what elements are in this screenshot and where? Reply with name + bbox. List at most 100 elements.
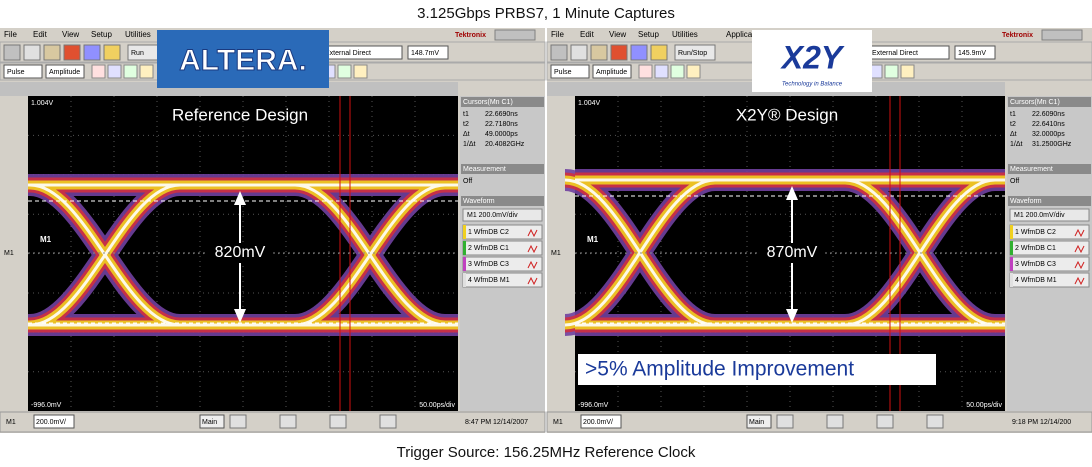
- channel-color: [463, 273, 466, 287]
- menu-item[interactable]: File: [4, 30, 17, 39]
- channel-color: [1010, 241, 1013, 255]
- status-channel: M1: [6, 419, 16, 426]
- window-buttons: [1042, 30, 1082, 40]
- status-icon[interactable]: [877, 415, 893, 428]
- menu-item[interactable]: Utilities: [672, 30, 698, 39]
- status-icon[interactable]: [827, 415, 843, 428]
- measurement-value: Off: [463, 178, 472, 185]
- status-icon[interactable]: [777, 415, 793, 428]
- menu-item[interactable]: Setup: [91, 30, 112, 39]
- menu-item[interactable]: View: [62, 30, 79, 39]
- scope-window: File Edit View Setup Utilities Applica Tektron…: [547, 28, 1092, 433]
- status-bar: [0, 412, 545, 432]
- waveform-name: 2 WfmDB C1: [468, 245, 509, 252]
- status-icon[interactable]: [330, 415, 346, 428]
- cursor-value: 31.2500GHz: [1032, 141, 1072, 148]
- waveform-name: 3 WfmDB C3: [468, 261, 509, 268]
- toolbar-icon[interactable]: [885, 65, 898, 78]
- toolbar-icon[interactable]: [571, 45, 587, 60]
- mode-label: Pulse: [554, 69, 572, 76]
- menu-item[interactable]: View: [609, 30, 626, 39]
- cursor-name: Δt: [1010, 131, 1017, 138]
- status-icon[interactable]: [380, 415, 396, 428]
- channel-color: [463, 257, 466, 271]
- status-icon[interactable]: [927, 415, 943, 428]
- menu-item[interactable]: Setup: [638, 30, 659, 39]
- section-title: Waveform: [1010, 198, 1042, 205]
- design-heading: Reference Design: [172, 105, 308, 124]
- toolbar-icon[interactable]: [338, 65, 351, 78]
- cursor-name: Δt: [463, 131, 470, 138]
- waveform-name: 4 WfmDB M1: [1015, 277, 1057, 284]
- toolbar-icon[interactable]: [611, 45, 627, 60]
- channel-color: [463, 241, 466, 255]
- status-icon[interactable]: [280, 415, 296, 428]
- mode-label: Amplitude: [596, 69, 627, 76]
- toolbar-icon[interactable]: [140, 65, 153, 78]
- channel-color: [1010, 225, 1013, 239]
- toolbar-icon[interactable]: [4, 45, 20, 60]
- top-voltage: 1.004V: [578, 100, 601, 107]
- channel-color: [1010, 257, 1013, 271]
- page-caption: Trigger Source: 156.25MHz Reference Cloc…: [397, 444, 696, 461]
- menu-item[interactable]: Edit: [33, 30, 48, 39]
- toolbar-icon[interactable]: [92, 65, 105, 78]
- toolbar-icon[interactable]: [671, 65, 684, 78]
- waveform-scale: M1 200.0mV/div: [467, 212, 518, 219]
- cursor-value: 49.0000ps: [485, 131, 518, 138]
- mode-label: Pulse: [7, 69, 25, 76]
- bottom-voltage: -996.0mV: [578, 402, 609, 409]
- bottom-voltage: -996.0mV: [31, 402, 62, 409]
- cursor-value: 22.6090ns: [1032, 111, 1065, 118]
- cursor-name: t2: [463, 121, 469, 128]
- status-time: 9:18 PM 12/14/200: [1012, 419, 1071, 426]
- note: >5% Amplitude Improvement: [585, 358, 854, 381]
- menu-item[interactable]: Utilities: [125, 30, 151, 39]
- amplitude-value: 820mV: [215, 244, 266, 261]
- toolbar-icon[interactable]: [108, 65, 121, 78]
- trigger-level: 145.9mV: [958, 50, 986, 57]
- status-time: 8:47 PM 12/14/2007: [465, 419, 528, 426]
- menu-item[interactable]: Edit: [580, 30, 595, 39]
- toolbar-icon[interactable]: [639, 65, 652, 78]
- timebase: 50.00ps/div: [966, 402, 1002, 409]
- toolbar-icon[interactable]: [354, 65, 367, 78]
- status-main: Main: [749, 419, 764, 426]
- toolbar-icon[interactable]: [124, 65, 137, 78]
- toolbar-icon[interactable]: [44, 45, 60, 60]
- toolbar-icon[interactable]: [84, 45, 100, 60]
- cursor-value: 22.6410ns: [1032, 121, 1065, 128]
- toolbar-icon[interactable]: [24, 45, 40, 60]
- menu-item[interactable]: Applica: [726, 30, 753, 39]
- waveform-name: 4 WfmDB M1: [468, 277, 510, 284]
- brand: Tektronix: [1002, 32, 1033, 39]
- toolbar-icon[interactable]: [651, 45, 667, 60]
- section-title: Cursors(Mn C1): [463, 99, 513, 106]
- trigger-source: External Direct: [872, 50, 918, 57]
- toolbar-icon[interactable]: [901, 65, 914, 78]
- waveform-name: 2 WfmDB C1: [1015, 245, 1056, 252]
- toolbar-icon[interactable]: [631, 45, 647, 60]
- toolbar-icon[interactable]: [104, 45, 120, 60]
- trigger-level: 148.7mV: [411, 50, 439, 57]
- menu-item[interactable]: File: [551, 30, 564, 39]
- status-icon[interactable]: [230, 415, 246, 428]
- toolbar-icon[interactable]: [591, 45, 607, 60]
- waveform-scale: M1 200.0mV/div: [1014, 212, 1065, 219]
- page-title: 3.125Gbps PRBS7, 1 Minute Captures: [417, 5, 675, 22]
- channel-color: [1010, 273, 1013, 287]
- cursor-name: t1: [463, 111, 469, 118]
- brand: Tektronix: [455, 32, 486, 39]
- status-scale: 200.0mV/: [36, 419, 66, 426]
- section-title: Cursors(Mn C1): [1010, 99, 1060, 106]
- top-voltage: 1.004V: [31, 100, 54, 107]
- screenshot: 3.125Gbps PRBS7, 1 Minute Captures Trigg…: [0, 0, 1092, 467]
- side-marker: M1: [551, 250, 561, 257]
- toolbar-icon[interactable]: [655, 65, 668, 78]
- toolbar-icon[interactable]: [551, 45, 567, 60]
- cursor-value: 20.4082GHz: [485, 141, 525, 148]
- toolbar-icon[interactable]: [687, 65, 700, 78]
- toolbar-icon[interactable]: [64, 45, 80, 60]
- status-bar: [547, 412, 1092, 432]
